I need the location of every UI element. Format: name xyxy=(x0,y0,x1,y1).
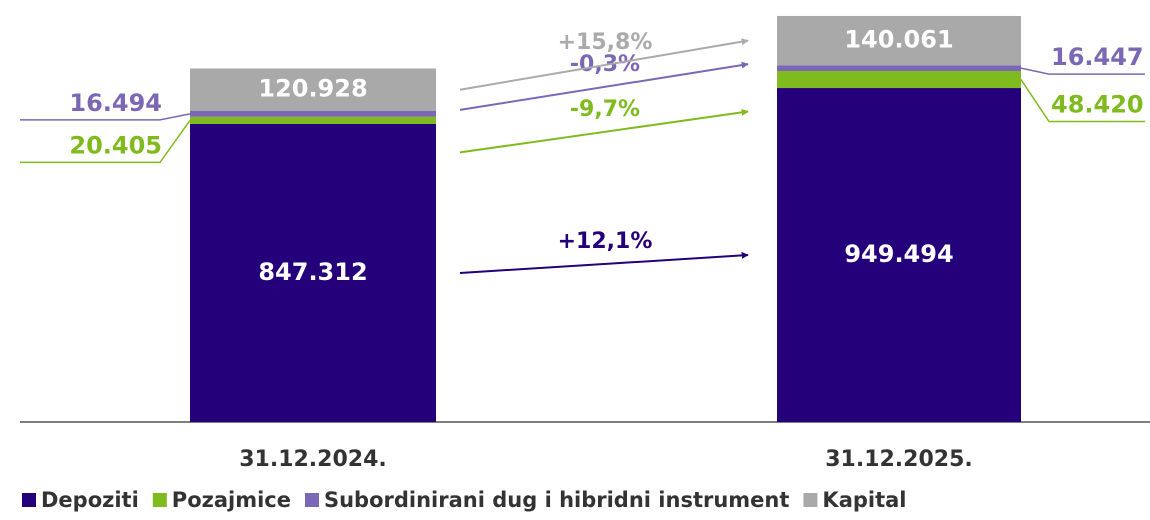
legend-label: Depoziti xyxy=(41,488,139,512)
value-label: 20.405 xyxy=(69,131,162,159)
bar-segment xyxy=(777,71,1021,89)
bar-segment xyxy=(777,15,1021,66)
change-arrow xyxy=(459,38,749,91)
leader-line xyxy=(1020,79,1145,123)
legend-swatch xyxy=(803,493,818,507)
value-label: 949.494 xyxy=(844,240,953,268)
value-label: 140.061 xyxy=(844,26,953,54)
leader-line xyxy=(20,113,191,121)
legend-label: Kapital xyxy=(822,488,906,512)
bar-segment xyxy=(777,88,1021,422)
change-label: -9,7% xyxy=(570,97,640,122)
bar-segment xyxy=(190,123,436,422)
legend-swatch xyxy=(304,493,319,507)
change-arrow xyxy=(459,251,749,274)
value-label: 48.420 xyxy=(1051,91,1144,119)
change-label: +15,8% xyxy=(558,30,653,55)
legend-swatch xyxy=(22,493,36,507)
x-tick-label: 31.12.2024. xyxy=(239,447,387,472)
leader-line xyxy=(20,119,191,164)
bar-segment xyxy=(190,116,436,124)
legend-label: Subordinirani dug i hibridni instrument xyxy=(324,488,789,512)
value-label: 16.447 xyxy=(1051,43,1144,71)
leader-line xyxy=(1020,67,1145,75)
value-label: 16.494 xyxy=(69,89,162,117)
change-arrow xyxy=(459,61,749,111)
legend-swatch xyxy=(152,493,167,507)
change-label: +12,1% xyxy=(558,229,653,254)
change-arrow xyxy=(459,108,749,154)
value-label: 120.928 xyxy=(258,75,367,103)
bar-segment xyxy=(190,68,436,112)
legend-label: Pozajmice xyxy=(172,488,291,512)
value-label: 847.312 xyxy=(258,258,367,286)
bar-segment xyxy=(777,65,1021,72)
bar-segment xyxy=(190,111,436,117)
x-tick-label: 31.12.2025. xyxy=(825,447,973,472)
